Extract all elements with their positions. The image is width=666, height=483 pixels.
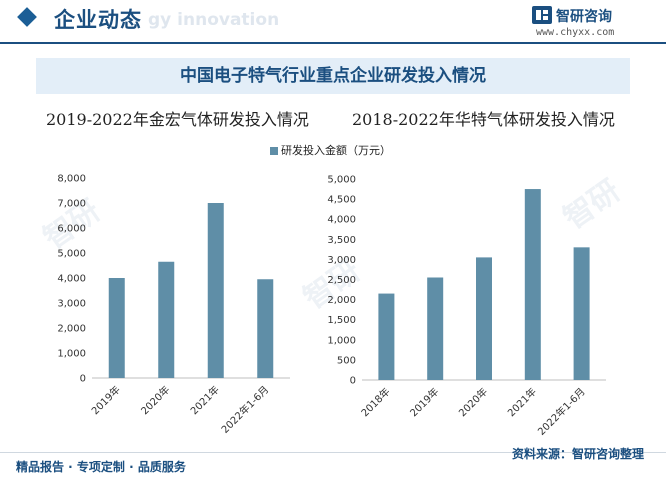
chart-1-title: 2019-2022年金宏气体研发投入情况: [46, 110, 309, 129]
chart-1-bar: [108, 278, 125, 378]
chart-1-ytick-label: 0: [80, 374, 86, 385]
chart-1-xtick-label: 2020年: [138, 383, 172, 417]
chart-2-bar: [573, 247, 590, 380]
logo-mark-icon: [532, 6, 552, 24]
footer-divider: [0, 452, 666, 453]
top-bar: 企业动态 gy innovation 智研咨询 www.chyxx.com: [0, 0, 666, 40]
chart-1-xtick-label: 2019年: [89, 383, 123, 417]
chart-1-ytick-label: 8,000: [57, 174, 86, 185]
chart-1-ytick-label: 5,000: [57, 249, 86, 260]
chart-1-ytick-label: 4,000: [57, 274, 86, 285]
chart-2-ytick-label: 3,500: [327, 235, 356, 246]
chart-2-bar: [378, 293, 395, 380]
chart-2-xtick-label: 2022年1-6月: [535, 385, 588, 438]
chart-2-title: 2018-2022年华特气体研发投入情况: [352, 110, 615, 129]
chart-2-ytick-label: 3,000: [327, 255, 356, 266]
chart-2-ytick-label: 5,000: [327, 175, 356, 186]
header-divider: [0, 42, 666, 44]
chart-2-xtick-label: 2020年: [456, 385, 490, 419]
chart-2-bar: [427, 277, 444, 380]
header-watermark-text: gy innovation: [148, 10, 280, 30]
chart-1-bar: [257, 279, 274, 378]
chart-1-bar: [158, 261, 175, 378]
chart-2-ytick-label: 500: [337, 355, 356, 366]
chart-2-ytick-label: 1,000: [327, 335, 356, 346]
banner-title: 中国电子特气行业重点企业研发投入情况: [180, 66, 486, 86]
chart-2-ytick-label: 4,500: [327, 195, 356, 206]
chart-2-ytick-label: 1,500: [327, 315, 356, 326]
brand-logo: 智研咨询 www.chyxx.com: [532, 6, 652, 42]
chart-1-ytick-label: 2,000: [57, 324, 86, 335]
chart-2-ytick-label: 0: [350, 376, 356, 387]
chart-1-ytick-label: 3,000: [57, 299, 86, 310]
chart-2-bar: [524, 189, 541, 380]
chart-1-bar: [207, 203, 224, 378]
chart-1-ytick-label: 6,000: [57, 224, 86, 235]
chart-2-ytick-label: 4,000: [327, 215, 356, 226]
chart-2-xtick-label: 2018年: [358, 385, 392, 419]
chart-2-bar: [476, 257, 492, 380]
chart-2-xtick-label: 2021年: [505, 385, 539, 419]
banner: 中国电子特气行业重点企业研发投入情况: [36, 58, 630, 94]
chart-1-ytick-label: 1,000: [57, 349, 86, 360]
chart-1-xtick-label: 2022年1-6月: [218, 383, 271, 436]
chart-1-ytick-label: 7,000: [57, 199, 86, 210]
legend: 研发投入金额（万元）: [270, 142, 391, 158]
chart-2-ytick-label: 2,500: [327, 275, 356, 286]
legend-swatch: [270, 147, 278, 155]
chart-1-xtick-label: 2021年: [188, 383, 222, 417]
footer-slogan: 精品报告 · 专项定制 · 品质服务: [16, 460, 186, 474]
footer-source: 资料来源：智研咨询整理: [511, 447, 644, 461]
legend-label: 研发投入金额（万元）: [281, 144, 391, 157]
logo-name: 智研咨询: [556, 9, 612, 25]
chart-2-xtick-label: 2019年: [407, 385, 441, 419]
section-title: 企业动态: [54, 8, 142, 32]
logo-url: www.chyxx.com: [536, 27, 615, 38]
chart-2-ytick-label: 2,000: [327, 295, 356, 306]
